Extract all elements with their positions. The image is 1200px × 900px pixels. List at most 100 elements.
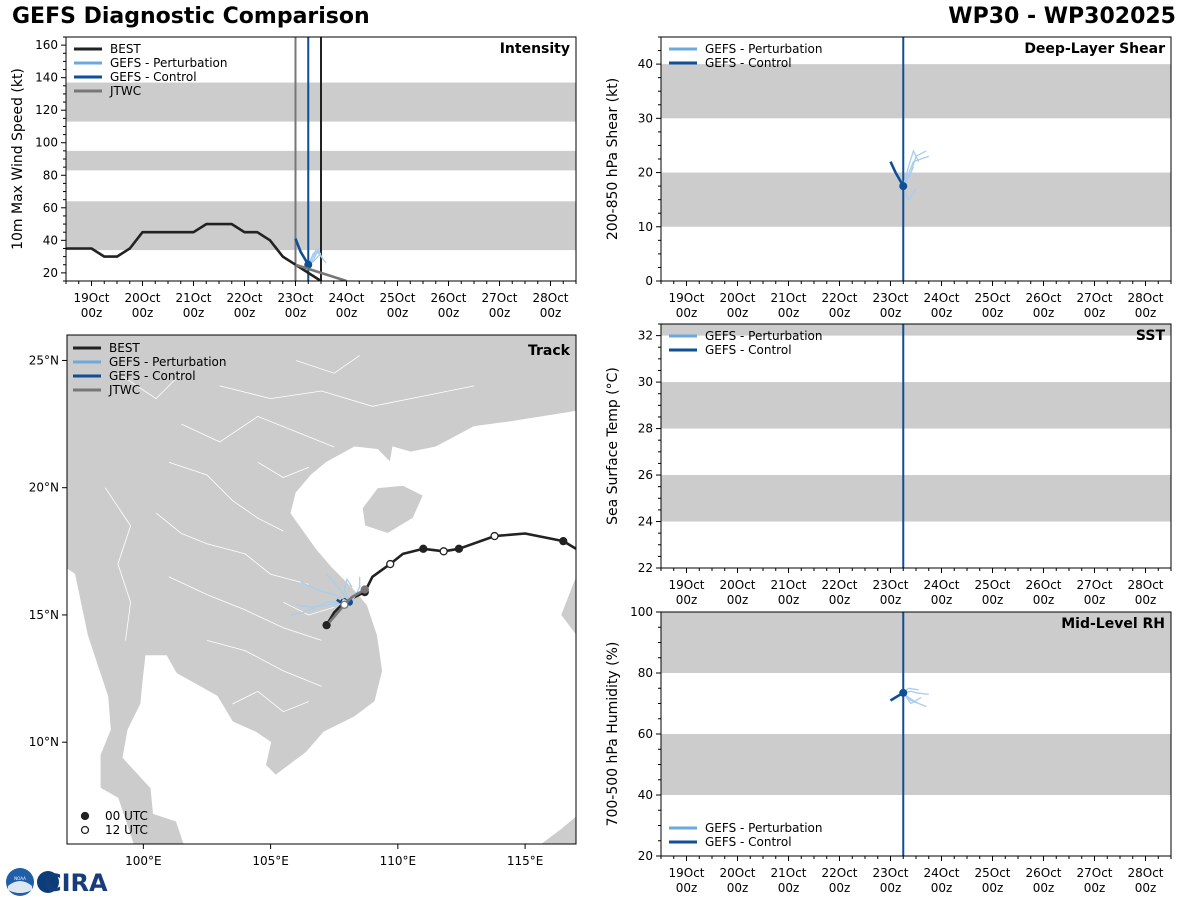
intensity-xtick-day-label: 23Oct (277, 291, 313, 305)
track-plot-area (67, 335, 576, 844)
sst-xtick-day-label: 22Oct (821, 578, 857, 592)
province-border-8 (117, 372, 182, 400)
shear-xtick-hour-label: 00z (727, 306, 749, 320)
shear-xtick-hour-label: 00z (880, 306, 902, 320)
legend-label-gefs-control: GEFS - Control (705, 835, 792, 849)
legend-label-best: BEST (109, 341, 140, 355)
shear-plot-area (889, 37, 930, 281)
intensity-xtick-hour-label: 00z (336, 306, 358, 320)
legend-label-gefs-control: GEFS - Control (110, 70, 197, 84)
intensity-perturbation-member-3 (307, 248, 327, 266)
rh-xtick-hour-label: 00z (880, 881, 902, 895)
intensity-xtick-day-label: 19Oct (73, 291, 109, 305)
legend-label-gefs-perturbation: GEFS - Perturbation (705, 821, 822, 835)
shear-ytick-label: 20 (638, 166, 653, 180)
track-ytick-label: 10°N (29, 735, 59, 749)
track-perturbation-member-3 (343, 577, 353, 603)
noaa-cira-logo: NOAA CIRA (6, 868, 108, 897)
cira-globe-icon (37, 871, 59, 893)
rh-xtick-day-label: 26Oct (1025, 866, 1061, 880)
luzon-edge (560, 576, 576, 637)
track-jtwc (328, 588, 366, 624)
legend-label-gefs-perturbation: GEFS - Perturbation (705, 42, 822, 56)
track-xtick-label: 100°E (125, 854, 162, 868)
rh-xtick-day-label: 20Oct (719, 866, 755, 880)
intensity-xtick-hour-label: 00z (132, 306, 154, 320)
rh-xtick-day-label: 28Oct (1127, 866, 1163, 880)
track-xtick-label: 115°E (507, 854, 544, 868)
shear-xtick-day-label: 22Oct (821, 291, 857, 305)
track-perturbation-member-2 (295, 601, 350, 608)
shear-xtick-hour-label: 00z (1033, 306, 1055, 320)
shear-series-gefs-control (889, 161, 905, 187)
sst-ylabel: Sea Surface Temp (°C) (605, 367, 621, 525)
rh-xtick-hour-label: 00z (676, 881, 698, 895)
sst-xtick-day-label: 23Oct (872, 578, 908, 592)
marker-legend-label-12-utc: 12 UTC (105, 823, 148, 837)
province-border-6 (257, 461, 309, 478)
intensity-series-best (66, 222, 322, 281)
track-best-marker-0 (559, 536, 568, 546)
shear-xtick-day-label: 24Oct (923, 291, 959, 305)
sst-xtick-hour-label: 00z (778, 593, 800, 607)
marker-legend-swatch-12-utc (80, 825, 90, 835)
sst-xtick-hour-label: 00z (1135, 593, 1157, 607)
rh-xtick-hour-label: 00z (931, 881, 953, 895)
rh-ytick-label: 80 (638, 666, 653, 680)
shear-title: Deep-Layer Shear (1024, 41, 1165, 57)
track-jtwc-marker-1 (340, 600, 349, 609)
track-title: Track (528, 343, 571, 359)
province-border-10 (283, 601, 335, 616)
sst-xtick-day-label: 21Oct (770, 578, 806, 592)
track-panel: 100°E 105°E 110°E 115°E 10°N 15°N 20°N 25°N Trac… (29, 334, 577, 868)
sst-xtick-hour-label: 00z (1084, 593, 1106, 607)
intensity-xtick-hour-label: 00z (438, 306, 460, 320)
track-best-marker-4 (419, 544, 428, 553)
province-border-9 (295, 355, 360, 374)
legend-label-gefs-control: GEFS - Control (109, 369, 196, 383)
province-border-2 (155, 512, 309, 585)
legend-label-best: BEST (110, 42, 141, 56)
sst-ytick-label: 30 (638, 375, 653, 389)
shear-xtick-hour-label: 00z (982, 306, 1004, 320)
intensity-ytick-label: 140 (35, 71, 58, 85)
intensity-xtick-hour-label: 00z (489, 306, 511, 320)
intensity-ytick-label: 80 (43, 168, 58, 182)
intensity-xtick-day-label: 20Oct (124, 291, 160, 305)
shear-xtick-hour-label: 00z (778, 306, 800, 320)
intensity-ytick-label: 40 (43, 233, 58, 247)
sst-xtick-day-label: 19Oct (668, 578, 704, 592)
cira-wordmark: CIRA (44, 869, 108, 897)
legend-label-gefs-control: GEFS - Control (705, 343, 792, 357)
shear-ytick-label: 40 (638, 57, 653, 71)
track-best-marker-2 (454, 544, 464, 553)
figure-title: GEFS Diagnostic Comparison (12, 4, 370, 29)
track-best-marker-8 (322, 620, 331, 630)
intensity-xtick-day-label: 21Oct (175, 291, 211, 305)
intensity-control-marker (304, 260, 313, 269)
rh-xtick-hour-label: 00z (1084, 881, 1106, 895)
province-border-3 (168, 576, 322, 641)
rh-xtick-hour-label: 00z (982, 881, 1004, 895)
track-perturbation-member-4 (290, 601, 350, 616)
sst-band-2 (661, 324, 1171, 336)
intensity-ytick-label: 160 (35, 38, 58, 52)
rh-xtick-day-label: 19Oct (668, 866, 704, 880)
rh-perturbation-member-2 (902, 692, 927, 708)
storm-id: WP30 - WP302025 (948, 4, 1176, 29)
shear-xtick-day-label: 20Oct (719, 291, 755, 305)
shear-xtick-hour-label: 00z (1135, 306, 1157, 320)
province-border-4 (206, 640, 322, 687)
rh-band-0 (661, 734, 1171, 795)
shear-ytick-label: 30 (638, 111, 653, 125)
shear-ytick-label: 0 (645, 274, 653, 288)
sst-xtick-day-label: 27Oct (1076, 578, 1112, 592)
sst-xtick-hour-label: 00z (982, 593, 1004, 607)
sst-ytick-label: 32 (638, 329, 653, 343)
shear-xtick-day-label: 28Oct (1127, 291, 1163, 305)
sst-band-1 (661, 382, 1171, 429)
sst-xtick-hour-label: 00z (880, 593, 902, 607)
intensity-series-jtwc (295, 263, 347, 281)
sst-xtick-hour-label: 00z (829, 593, 851, 607)
intensity-ytick-label: 100 (35, 136, 58, 150)
